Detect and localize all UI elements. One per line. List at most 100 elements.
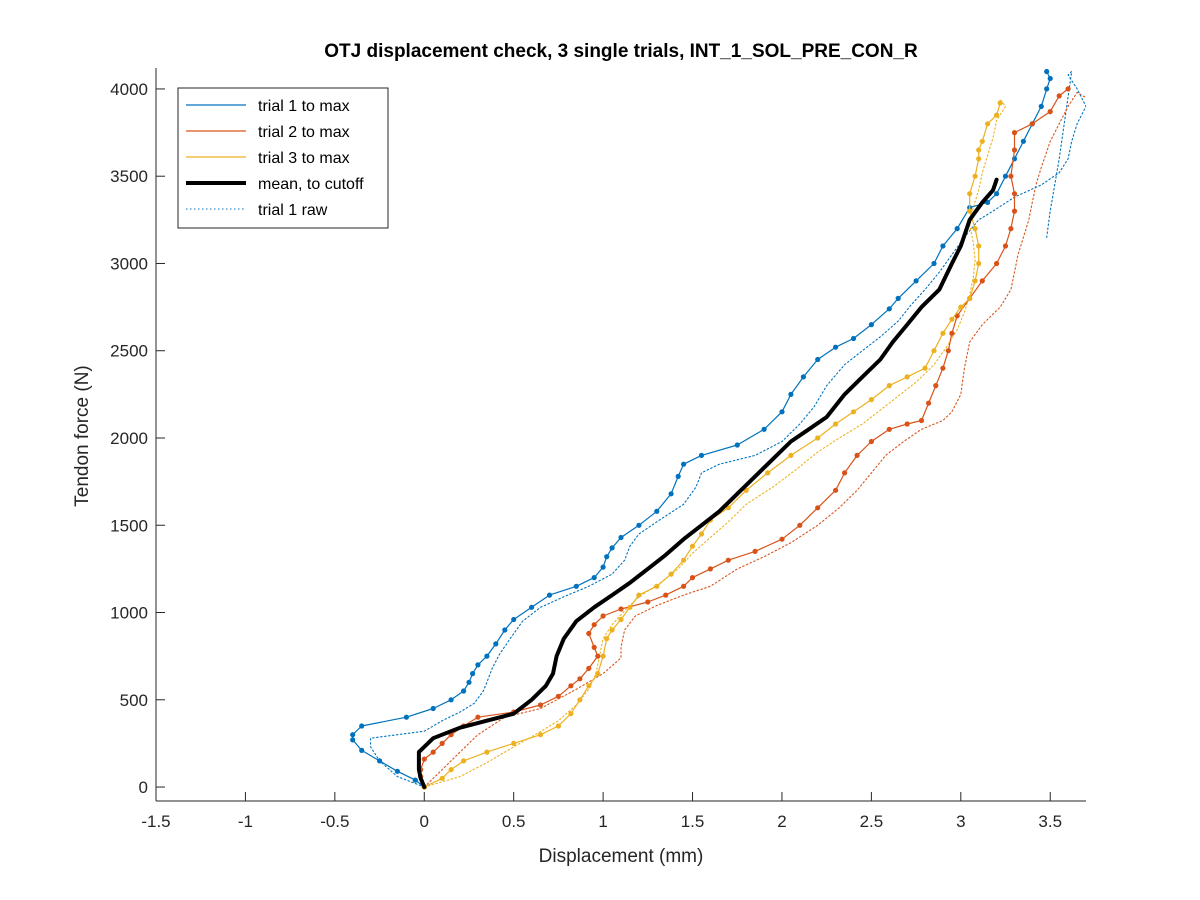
data-point-s2-35 (868, 438, 875, 445)
data-point-s3-16 (618, 616, 624, 623)
data-point-s1-20 (529, 604, 535, 610)
data-point-s2-17 (591, 644, 597, 651)
data-point-s1-3 (394, 768, 400, 774)
data-point-s3-35 (922, 365, 928, 371)
data-point-s2-6 (439, 740, 445, 747)
data-point-s1-30 (668, 491, 674, 497)
data-point-s3-6 (511, 740, 517, 747)
y-tick-label: 1500 (110, 516, 148, 535)
data-point-s3-51 (985, 121, 991, 127)
data-point-s3-47 (972, 173, 978, 179)
data-point-s1-28 (636, 522, 642, 528)
data-point-s2-36 (886, 426, 892, 432)
data-point-s2-19 (591, 622, 597, 628)
data-point-s2-31 (815, 505, 821, 511)
data-point-s3-7 (537, 732, 544, 738)
data-point-s3-23 (698, 531, 705, 537)
legend-entry-label: trial 3 to max (258, 150, 350, 167)
data-point-s2-42 (945, 348, 951, 354)
x-axis-label: Displacement (mm) (539, 846, 704, 867)
legend-entry-label: trial 2 to max (258, 124, 350, 141)
legend-entry-label: mean, to cutoff (258, 176, 364, 193)
data-point-s3-10 (577, 697, 583, 703)
x-tick-label: 3 (956, 812, 965, 831)
plot-area (350, 68, 1086, 790)
data-point-s3-45 (967, 208, 973, 214)
data-point-s2-20 (600, 613, 606, 619)
x-tick-label: 2 (777, 812, 786, 831)
data-point-s1-43 (886, 306, 892, 312)
data-point-s2-24 (681, 583, 687, 589)
data-point-s1-44 (895, 295, 901, 301)
data-point-s2-29 (779, 536, 785, 542)
x-tick-label: -1 (238, 812, 253, 831)
data-point-s3-22 (689, 543, 696, 549)
data-point-s3-14 (604, 636, 610, 642)
legend-entry-label: trial 1 raw (258, 202, 328, 219)
data-point-s1-9 (403, 714, 409, 720)
data-point-s2-48 (1002, 243, 1009, 249)
data-point-s1-33 (698, 452, 705, 458)
data-point-s2-5 (430, 749, 436, 755)
data-point-s3-53 (997, 100, 1003, 106)
data-point-s2-27 (725, 557, 731, 563)
data-point-s3-19 (654, 583, 660, 589)
x-tick-label: -0.5 (320, 812, 349, 831)
data-point-s2-40 (933, 383, 939, 389)
data-point-s2-21 (618, 606, 624, 612)
data-point-s3-52 (994, 112, 1000, 118)
data-point-s1-5 (359, 747, 365, 754)
data-point-s1-17 (493, 641, 499, 647)
data-point-s3-49 (976, 147, 982, 153)
legend-entry-label: trial 1 to max (258, 98, 350, 115)
series-line-4 (416, 177, 999, 789)
data-point-s3-40 (967, 295, 973, 301)
data-point-s2-14 (577, 676, 583, 682)
data-point-s1-52 (1002, 173, 1009, 179)
data-point-s1-41 (850, 335, 857, 342)
data-point-s1-12 (461, 688, 467, 694)
data-point-s3-20 (668, 571, 674, 577)
data-point-s2-50 (1011, 208, 1018, 214)
x-tick-label: 1 (598, 812, 607, 831)
data-point-s1-31 (675, 473, 681, 479)
data-point-s2-52 (1008, 173, 1014, 179)
axes: -1.5 -1 -0.5 0 0.5 1 1.5 2 2.5 3 3.5 0 500 1000 1500 20… (110, 68, 1086, 831)
data-point-s2-53 (1011, 147, 1018, 153)
y-axis-label: Tendon force (N) (72, 365, 93, 507)
data-point-s2-41 (940, 365, 946, 371)
data-point-s3-12 (595, 671, 601, 677)
data-point-s3-27 (765, 470, 771, 476)
data-point-s3-50 (979, 138, 985, 144)
data-point-s1-23 (591, 575, 597, 581)
data-point-s2-16 (595, 653, 601, 659)
data-point-s3-15 (609, 627, 615, 633)
data-point-s3-21 (681, 557, 687, 563)
data-point-s1-56 (1038, 103, 1044, 109)
data-point-s1-19 (511, 616, 517, 623)
data-point-s2-28 (752, 548, 758, 555)
y-tick-label: 4000 (110, 80, 148, 99)
y-tick-label: 0 (139, 778, 148, 797)
data-point-s1-29 (654, 508, 660, 514)
data-point-s1-45 (913, 278, 919, 284)
data-point-s2-30 (797, 522, 803, 528)
data-point-s3-43 (976, 243, 982, 249)
data-point-s1-8 (359, 723, 365, 729)
data-point-s1-22 (573, 583, 579, 589)
data-point-s1-54 (1020, 138, 1026, 144)
legend-box (177, 87, 389, 229)
data-point-s3-34 (904, 374, 910, 380)
data-point-s3-33 (886, 383, 892, 389)
data-point-s1-42 (868, 322, 875, 328)
data-point-s3-30 (833, 421, 839, 427)
data-point-s1-32 (681, 461, 687, 467)
data-point-s2-57 (1056, 93, 1062, 99)
data-point-s2-47 (994, 260, 1000, 267)
y-tick-label: 1000 (110, 604, 148, 623)
data-point-s2-56 (1047, 109, 1053, 115)
data-point-s2-43 (949, 330, 955, 336)
data-point-s1-39 (815, 356, 821, 363)
data-point-s1-50 (985, 199, 991, 205)
y-tick-label: 2000 (110, 429, 148, 448)
